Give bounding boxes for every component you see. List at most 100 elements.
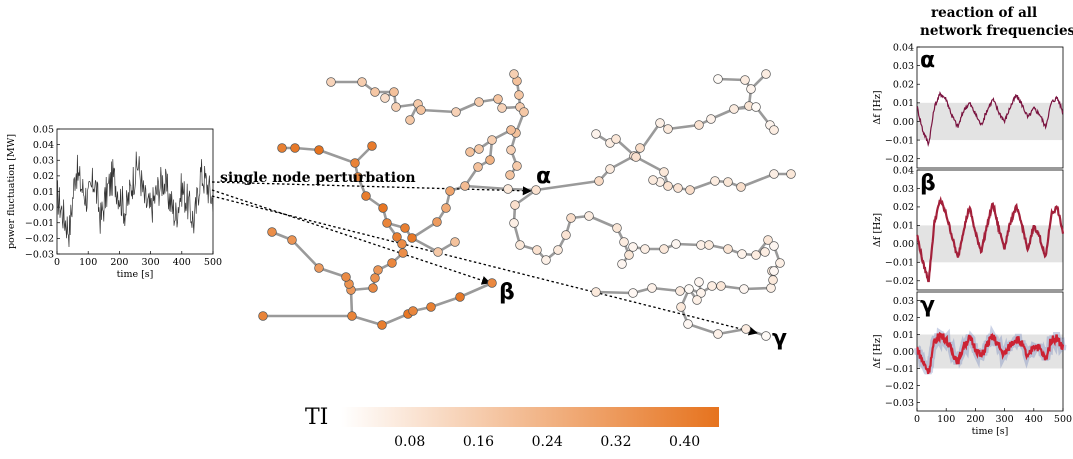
y-tick-label: 0.02 <box>893 202 914 213</box>
network-node <box>683 319 693 329</box>
network-node <box>673 183 683 193</box>
network-node <box>506 145 516 155</box>
network-node <box>509 69 519 79</box>
series-line <box>916 91 1064 147</box>
x-tick-label: 400 <box>173 257 191 268</box>
network-node <box>373 265 383 275</box>
network-node <box>353 172 363 182</box>
network-node <box>314 263 324 273</box>
network-node <box>768 275 778 285</box>
network-edge <box>595 73 767 159</box>
network-node <box>741 324 751 334</box>
network-node <box>676 302 686 312</box>
y-axis-label: Δf [Hz] <box>872 213 883 247</box>
network-node <box>397 239 407 249</box>
network-node <box>786 169 796 179</box>
network-node <box>769 266 779 276</box>
network-node <box>761 331 771 341</box>
network-node <box>663 181 673 191</box>
y-tick-label: −0.02 <box>885 154 914 165</box>
node-label-beta: β <box>499 280 515 305</box>
colorbar-tick-label: 0.16 <box>463 434 494 450</box>
network-node <box>487 278 497 288</box>
network-node <box>503 184 513 194</box>
network-node <box>378 203 388 213</box>
network-node <box>258 311 268 321</box>
network-node <box>387 258 397 268</box>
chart-alpha: −0.02 −0.01 0.00 0.01 0.02 0.03 0.04 Δf [Hz] α <box>872 42 1064 169</box>
network-edge <box>615 227 757 257</box>
network-node <box>474 97 484 107</box>
network-node <box>473 162 483 172</box>
network-node <box>594 176 604 186</box>
y-tick-label: 0.03 <box>33 156 54 167</box>
y-tick-label: 0.03 <box>893 61 914 72</box>
network-node <box>519 107 529 117</box>
network-node <box>350 158 360 168</box>
network-node <box>707 281 717 291</box>
y-axis-label: Δf [Hz] <box>872 90 883 124</box>
network-node <box>751 250 761 260</box>
network-node <box>675 286 685 296</box>
colorbar-gradient <box>341 407 719 427</box>
colorbar-tick-label: 0.24 <box>532 434 563 450</box>
network-node <box>659 244 669 254</box>
x-tick-label: 400 <box>1025 414 1043 425</box>
network-node <box>769 169 779 179</box>
y-tick-label: 0.00 <box>893 117 914 128</box>
x-tick-label: 500 <box>1054 414 1072 425</box>
network-node <box>713 74 723 84</box>
panel-label: γ <box>920 293 935 318</box>
network-node <box>628 288 638 298</box>
colorbar: TI 0.08 0.16 0.24 0.32 0.40 <box>305 405 719 450</box>
y-tick-label: −0.01 <box>25 218 54 229</box>
x-tick-label: 0 <box>54 257 60 268</box>
header-line-2: network frequencies <box>920 23 1073 39</box>
y-tick-label: −0.03 <box>885 398 914 409</box>
y-tick-label: 0.04 <box>893 165 914 176</box>
y-tick-label: 0.05 <box>33 124 54 135</box>
network-node <box>694 120 704 130</box>
perturbation-arrow <box>211 189 491 285</box>
network-node <box>612 223 622 233</box>
network-node <box>367 141 377 151</box>
network-node <box>380 93 390 103</box>
network-node <box>433 247 443 257</box>
network-node <box>723 177 733 187</box>
network-node <box>763 235 773 245</box>
network-node <box>389 87 399 97</box>
network-edge <box>463 139 494 187</box>
network-node <box>648 175 658 185</box>
colorbar-tick-label: 0.32 <box>600 434 631 450</box>
y-tick-label: 0.04 <box>33 140 54 151</box>
network-node <box>505 170 515 180</box>
network-node <box>493 94 503 104</box>
network-node <box>740 75 750 85</box>
y-tick-label: −0.02 <box>885 381 914 392</box>
tolerance-band <box>917 102 1063 141</box>
x-tick-label: 300 <box>142 257 160 268</box>
network-node <box>710 176 720 186</box>
network-node <box>640 244 650 254</box>
network-node <box>766 283 776 293</box>
network-node <box>713 329 723 339</box>
network-node <box>407 233 417 243</box>
network-node <box>450 237 460 247</box>
network-node <box>769 125 779 135</box>
x-tick-label: 100 <box>937 414 955 425</box>
network-node <box>531 185 541 195</box>
y-axis-label: power fluctuation [MW] <box>6 134 17 249</box>
colorbar-ticks: 0.08 0.16 0.24 0.32 0.40 <box>394 434 700 450</box>
network-node <box>685 185 695 195</box>
network-node <box>635 143 645 153</box>
network-node <box>445 186 455 196</box>
network-node <box>405 115 415 125</box>
network-node <box>716 281 726 291</box>
y-tick-label: 0.00 <box>893 239 914 250</box>
network-node <box>631 152 641 162</box>
x-axis-label: time [s] <box>117 269 154 280</box>
y-tick-label: 0.01 <box>893 221 914 232</box>
network-node <box>370 87 380 97</box>
perturbation-arrow <box>211 195 758 336</box>
network-node <box>541 255 551 265</box>
